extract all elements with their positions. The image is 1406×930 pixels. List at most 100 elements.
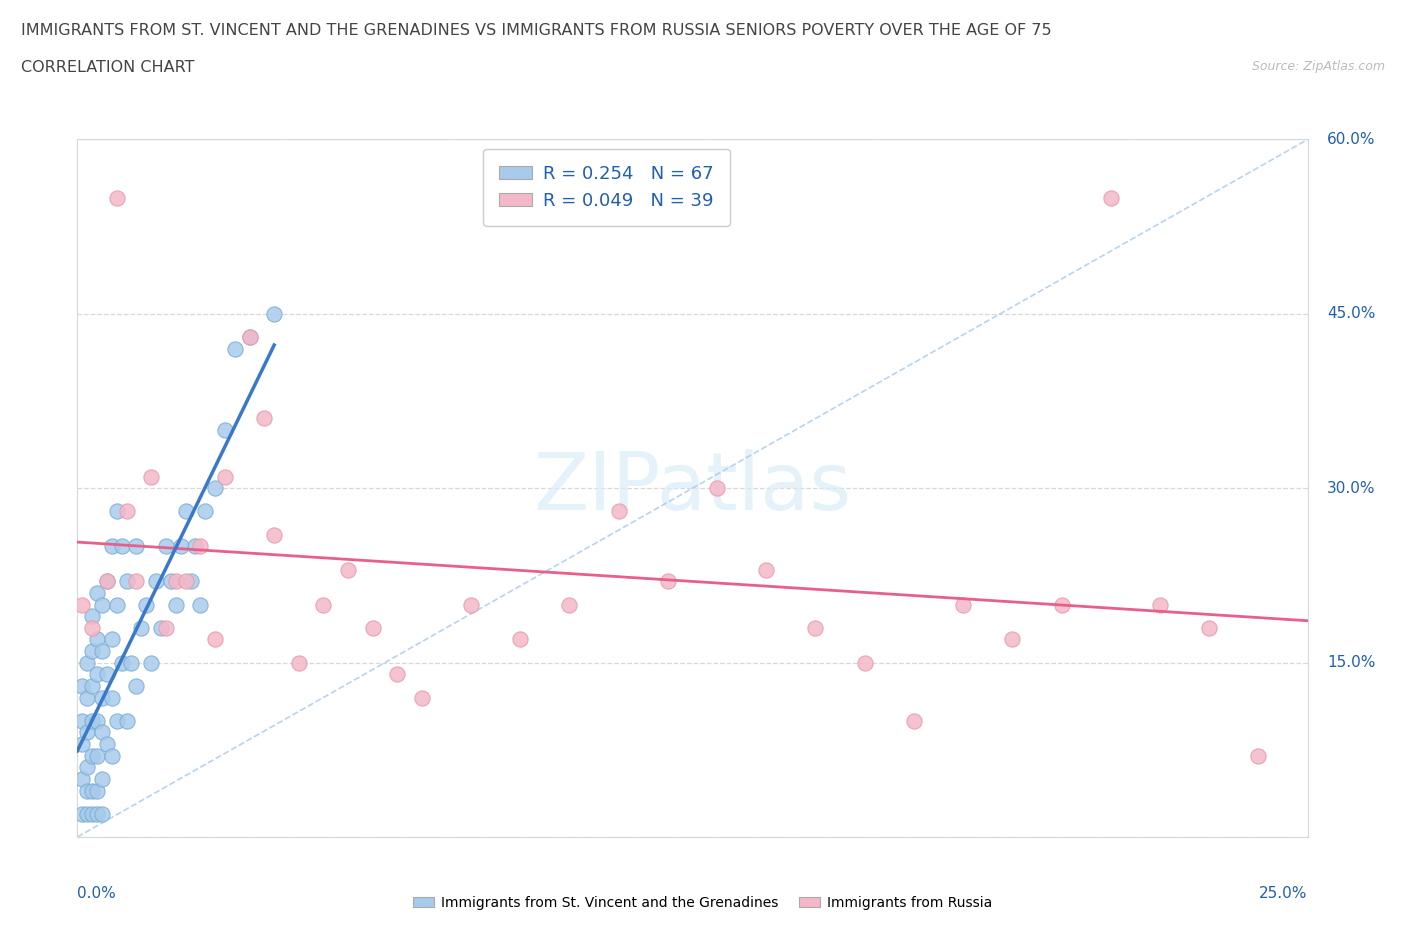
Point bbox=[101, 748, 124, 763]
Point bbox=[96, 574, 118, 589]
Point bbox=[82, 806, 104, 821]
Point bbox=[150, 620, 173, 635]
Point bbox=[188, 597, 212, 612]
Point bbox=[1050, 597, 1073, 612]
Point bbox=[105, 504, 128, 519]
Point bbox=[1099, 190, 1122, 205]
Point bbox=[509, 632, 531, 647]
Point bbox=[86, 806, 108, 821]
Point bbox=[125, 574, 148, 589]
Point bbox=[76, 655, 98, 670]
Point bbox=[82, 713, 104, 728]
Point bbox=[70, 679, 93, 694]
Point bbox=[804, 620, 827, 635]
Point bbox=[194, 504, 217, 519]
Point bbox=[101, 690, 124, 705]
Point bbox=[129, 620, 153, 635]
Point bbox=[214, 469, 236, 484]
Point bbox=[706, 481, 728, 496]
Point bbox=[82, 783, 104, 798]
Point bbox=[155, 620, 177, 635]
Point bbox=[90, 772, 114, 787]
Point bbox=[86, 783, 108, 798]
Point bbox=[155, 539, 177, 554]
Point bbox=[165, 597, 187, 612]
Point bbox=[105, 713, 128, 728]
Point bbox=[115, 504, 138, 519]
Point bbox=[188, 539, 212, 554]
Point bbox=[82, 620, 104, 635]
Point bbox=[1247, 748, 1270, 763]
Point bbox=[657, 574, 679, 589]
Point bbox=[145, 574, 167, 589]
Text: 60.0%: 60.0% bbox=[1327, 132, 1375, 147]
Point bbox=[86, 586, 108, 601]
Point bbox=[70, 772, 93, 787]
Point bbox=[224, 341, 246, 356]
Point bbox=[1001, 632, 1024, 647]
Point bbox=[141, 469, 163, 484]
Point bbox=[101, 539, 124, 554]
Text: CORRELATION CHART: CORRELATION CHART bbox=[21, 60, 194, 75]
Point bbox=[239, 330, 262, 345]
Point bbox=[105, 190, 128, 205]
Point bbox=[76, 783, 98, 798]
Point bbox=[90, 597, 114, 612]
Point bbox=[82, 748, 104, 763]
Point bbox=[253, 411, 276, 426]
Text: 45.0%: 45.0% bbox=[1327, 306, 1375, 322]
Point bbox=[125, 679, 148, 694]
Point bbox=[170, 539, 193, 554]
Point bbox=[361, 620, 384, 635]
Text: ZIPatlas: ZIPatlas bbox=[533, 449, 852, 527]
Text: 0.0%: 0.0% bbox=[77, 885, 117, 901]
Point bbox=[460, 597, 482, 612]
Legend: Immigrants from St. Vincent and the Grenadines, Immigrants from Russia: Immigrants from St. Vincent and the Gren… bbox=[408, 891, 998, 916]
Point bbox=[70, 806, 93, 821]
Point bbox=[1198, 620, 1220, 635]
Point bbox=[105, 597, 128, 612]
Point bbox=[96, 737, 118, 751]
Point bbox=[90, 806, 114, 821]
Point bbox=[239, 330, 262, 345]
Point bbox=[288, 655, 311, 670]
Text: Source: ZipAtlas.com: Source: ZipAtlas.com bbox=[1251, 60, 1385, 73]
Text: 15.0%: 15.0% bbox=[1327, 655, 1375, 671]
Point bbox=[135, 597, 157, 612]
Point bbox=[755, 562, 778, 577]
Text: IMMIGRANTS FROM ST. VINCENT AND THE GRENADINES VS IMMIGRANTS FROM RUSSIA SENIORS: IMMIGRANTS FROM ST. VINCENT AND THE GREN… bbox=[21, 23, 1052, 38]
Legend: R = 0.254   N = 67, R = 0.049   N = 39: R = 0.254 N = 67, R = 0.049 N = 39 bbox=[484, 149, 730, 226]
Point bbox=[558, 597, 581, 612]
Point bbox=[76, 760, 98, 775]
Point bbox=[111, 655, 132, 670]
Point bbox=[111, 539, 132, 554]
Point bbox=[411, 690, 433, 705]
Point bbox=[90, 690, 114, 705]
Point bbox=[115, 574, 138, 589]
Point bbox=[90, 644, 114, 658]
Point bbox=[76, 806, 98, 821]
Point bbox=[82, 644, 104, 658]
Point bbox=[607, 504, 630, 519]
Point bbox=[86, 748, 108, 763]
Point bbox=[263, 307, 285, 322]
Point bbox=[141, 655, 163, 670]
Point bbox=[76, 725, 98, 740]
Text: 25.0%: 25.0% bbox=[1260, 885, 1308, 901]
Point bbox=[214, 422, 236, 438]
Point bbox=[125, 539, 148, 554]
Point bbox=[160, 574, 183, 589]
Point bbox=[86, 667, 108, 682]
Point bbox=[121, 655, 143, 670]
Point bbox=[70, 737, 93, 751]
Point bbox=[174, 504, 197, 519]
Point bbox=[312, 597, 335, 612]
Text: 30.0%: 30.0% bbox=[1327, 481, 1375, 496]
Point bbox=[70, 597, 93, 612]
Point bbox=[263, 527, 285, 542]
Point bbox=[174, 574, 197, 589]
Point bbox=[184, 539, 207, 554]
Point bbox=[385, 667, 409, 682]
Point bbox=[1149, 597, 1171, 612]
Point bbox=[86, 713, 108, 728]
